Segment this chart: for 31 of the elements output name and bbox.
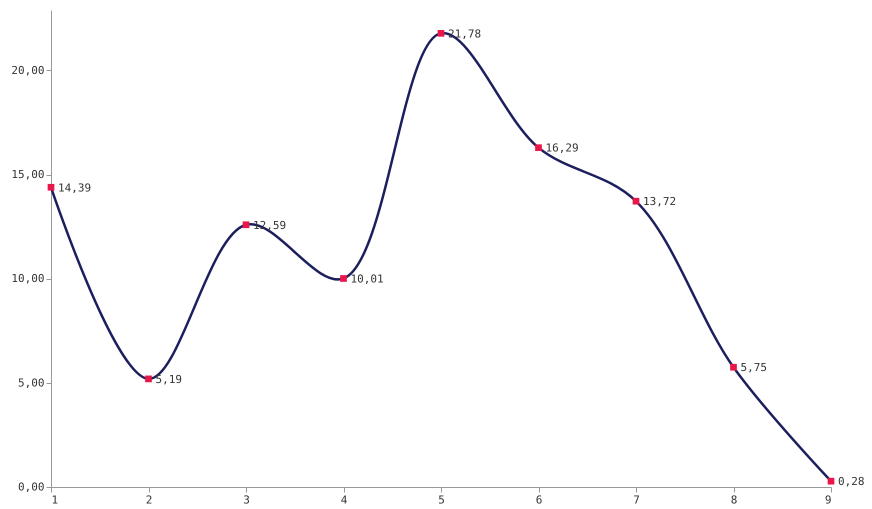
x-tick-label: 8	[730, 494, 738, 506]
data-label: 5,75	[740, 361, 767, 374]
data-label: 13,72	[643, 195, 676, 208]
point	[828, 478, 834, 485]
x-tick-label: 5	[438, 494, 445, 506]
x-tick-label: 1	[52, 494, 58, 506]
x-tick-label: 6	[536, 494, 542, 506]
point	[730, 364, 737, 371]
y-tick-label: 20,00	[11, 64, 44, 77]
y-tick-label: 15,00	[11, 168, 44, 182]
point	[438, 30, 444, 37]
y-tick-label: 5,00	[18, 376, 44, 390]
x-tick-label: 9	[824, 494, 832, 506]
x-tick-label: 3	[243, 494, 250, 506]
data-label: 0,28	[838, 475, 864, 488]
y-tick-label: 10,00	[11, 272, 44, 286]
point	[48, 184, 54, 191]
data-label: 10,01	[350, 272, 384, 286]
x-tick-label: 2	[146, 494, 152, 506]
point	[535, 144, 542, 152]
data-label: 5,19	[156, 372, 182, 386]
point	[632, 198, 640, 205]
x-tick-label: 4	[340, 494, 348, 506]
data-label: 14,39	[58, 181, 92, 194]
data-label: 21,78	[448, 27, 482, 40]
point	[340, 275, 347, 282]
point	[145, 376, 152, 382]
y-tick-label: 0,00	[18, 480, 44, 494]
point	[242, 221, 250, 228]
data-label: 16,29	[546, 142, 579, 155]
x-tick-label: 7	[633, 494, 640, 506]
